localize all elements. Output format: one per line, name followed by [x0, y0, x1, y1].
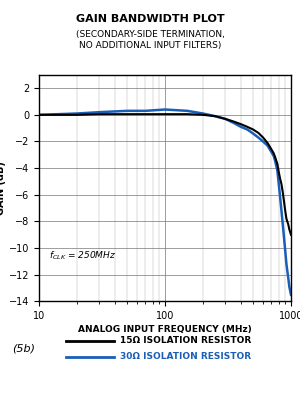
- X-axis label: ANALOG INPUT FREQUENCY (MHz): ANALOG INPUT FREQUENCY (MHz): [78, 325, 252, 334]
- Text: $f_{CLK}$ = 250MHz: $f_{CLK}$ = 250MHz: [49, 250, 116, 262]
- Text: (SECONDARY-SIDE TERMINATION,: (SECONDARY-SIDE TERMINATION,: [76, 30, 224, 39]
- Text: (5b): (5b): [12, 344, 35, 354]
- Text: 15Ω ISOLATION RESISTOR: 15Ω ISOLATION RESISTOR: [120, 336, 251, 345]
- Y-axis label: GAIN (dB): GAIN (dB): [0, 161, 6, 215]
- Text: 30Ω ISOLATION RESISTOR: 30Ω ISOLATION RESISTOR: [120, 352, 251, 361]
- Text: GAIN BANDWIDTH PLOT: GAIN BANDWIDTH PLOT: [76, 14, 224, 24]
- Text: NO ADDITIONAL INPUT FILTERS): NO ADDITIONAL INPUT FILTERS): [79, 41, 221, 50]
